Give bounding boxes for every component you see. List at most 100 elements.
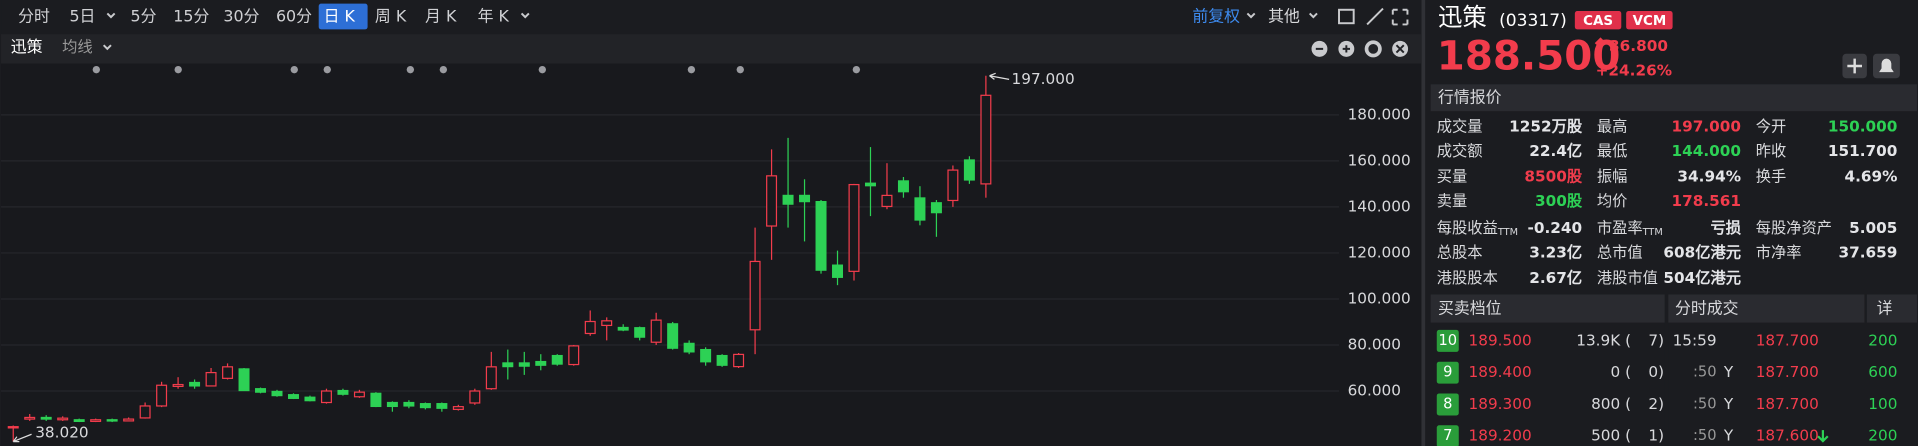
level-badge [1436, 393, 1459, 416]
stat-value: 4.69% [1844, 168, 1897, 186]
settings[interactable] [1364, 40, 1382, 58]
period-tab[interactable]: 30分 [223, 7, 259, 26]
candle-body [106, 419, 118, 422]
stat-label: 成交额 [1437, 142, 1483, 160]
stat-label: 总市值 [1597, 243, 1643, 261]
layout-icon[interactable] [1338, 8, 1355, 25]
adjust-button[interactable]: 前复权 [1192, 7, 1240, 26]
event-dot[interactable] [439, 65, 448, 74]
candle-body [601, 320, 613, 327]
event-dot[interactable] [538, 65, 546, 74]
candle-body [353, 391, 365, 398]
candle-body [667, 323, 679, 349]
candle-body [320, 390, 332, 404]
candle-body [749, 260, 761, 331]
stat-label: 每股净资产 [1756, 219, 1832, 237]
other-button[interactable]: 其他 [1268, 7, 1300, 26]
period-tab[interactable]: 月 K [425, 7, 457, 26]
dropdown-icon[interactable] [1308, 12, 1318, 19]
stat-value: 8500股 [1524, 168, 1582, 186]
period-tab[interactable]: 年 K [478, 7, 510, 26]
event-dot[interactable] [736, 65, 744, 74]
period-tab[interactable]: 日 K [324, 7, 356, 26]
indicator-tab[interactable]: 均线 [62, 38, 93, 56]
y-tick-label: 180.000 [1348, 105, 1411, 123]
trade-qty: 200 [1868, 427, 1897, 445]
stat-value: 5.005 [1849, 219, 1897, 237]
candle-body [716, 354, 728, 366]
trade-time: :50 [1693, 364, 1717, 381]
candle-body [57, 417, 69, 421]
stat-value: 150.000 [1828, 118, 1898, 136]
event-dot[interactable] [852, 65, 861, 74]
stat-label: 均价 [1597, 192, 1628, 210]
candle-body [222, 366, 234, 379]
candle-body [90, 419, 102, 422]
stat-value: 504亿港元 [1663, 269, 1741, 287]
event-dot[interactable] [687, 65, 696, 74]
candle-body [799, 194, 811, 203]
dropdown-icon[interactable] [106, 12, 116, 19]
dropdown-icon[interactable] [102, 44, 112, 51]
trade-time: :50 [1693, 427, 1717, 444]
event-dot[interactable] [406, 65, 415, 74]
section-title: 分时成交 [1675, 299, 1739, 318]
candle-body [881, 194, 893, 208]
candle-body [7, 426, 19, 429]
candle-body [518, 362, 530, 367]
trade-qty: 100 [1868, 395, 1897, 413]
tag: CAS [1583, 14, 1613, 29]
candle-body [123, 418, 135, 422]
period-tab[interactable]: 分时 [18, 7, 50, 26]
level: 9 [1443, 364, 1452, 381]
candle-body [634, 327, 646, 338]
stat-label: 市净率 [1756, 243, 1802, 261]
candle-body [947, 169, 959, 202]
event-dot[interactable] [323, 65, 331, 74]
bid-count: 1) [1648, 427, 1664, 445]
trade-qty: 200 [1868, 331, 1897, 349]
period-tab[interactable]: 5日 [69, 7, 95, 26]
bid-price: 189.300 [1469, 395, 1532, 413]
period-tab[interactable]: 周 K [375, 7, 407, 26]
candle-body [551, 354, 563, 365]
stat-label: 换手 [1756, 168, 1787, 186]
dropdown-icon[interactable] [520, 12, 530, 19]
bid-price: 189.500 [1469, 331, 1532, 349]
draw-icon[interactable] [1366, 7, 1384, 26]
stat-label: 最低 [1597, 142, 1628, 160]
candle-body [436, 403, 448, 409]
arrow [12, 433, 32, 443]
candle-body [205, 371, 217, 387]
candle-body [650, 319, 662, 343]
candle-body [370, 392, 382, 408]
trade-side: Y [1723, 427, 1734, 445]
event-dot[interactable] [290, 65, 298, 74]
candle-body [337, 389, 349, 395]
chart-header-bar [1, 34, 1421, 64]
event-dot[interactable] [92, 65, 100, 74]
period-tab[interactable]: 5分 [131, 7, 157, 26]
stat-label-sub: TTM [1642, 227, 1663, 238]
dropdown-icon[interactable] [1246, 12, 1256, 19]
stat-label: 总股本 [1437, 243, 1483, 261]
candle-body [156, 384, 168, 407]
trade-qty: 600 [1868, 363, 1897, 381]
trade-price: 187.600 [1756, 427, 1819, 445]
stat-value: 2.67亿 [1529, 269, 1582, 287]
period-tab[interactable]: 60分 [276, 7, 312, 26]
bid-count: 7) [1648, 331, 1664, 349]
tag-bg [1574, 10, 1622, 30]
bid-price: 189.200 [1469, 427, 1532, 445]
event-dot[interactable] [174, 65, 182, 74]
period-tab[interactable]: 15分 [173, 7, 209, 26]
trade-price: 187.700 [1756, 331, 1819, 349]
candle-body [568, 345, 580, 366]
stat-label: 每股收益TTM [1437, 219, 1518, 238]
detail-button[interactable]: 详 [1877, 299, 1893, 318]
fullscreen-icon[interactable] [1391, 8, 1409, 26]
low-label: 38.020 [35, 424, 88, 442]
candle-body [40, 416, 52, 420]
stat-value: 608亿港元 [1663, 243, 1741, 261]
left-tab[interactable]: 迅策 [11, 37, 43, 56]
